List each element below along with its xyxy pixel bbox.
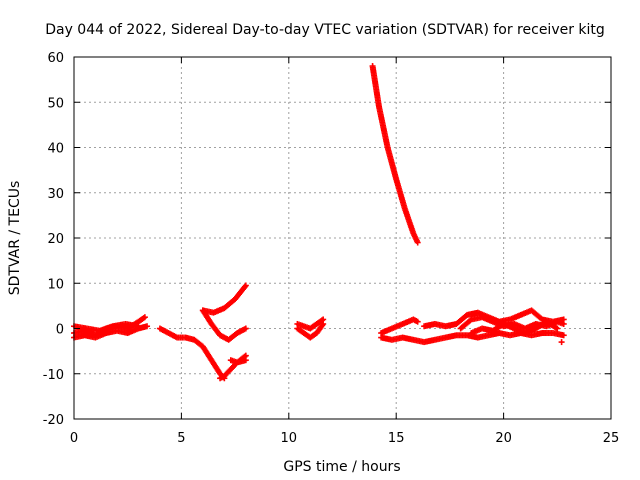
- data-point: [135, 323, 142, 330]
- data-point: [141, 314, 148, 321]
- y-tick-label: 0: [56, 323, 64, 338]
- data-point: [560, 320, 567, 327]
- x-tick-label: 20: [495, 431, 512, 446]
- y-tick-label: 30: [47, 187, 64, 202]
- y-tick-label: -20: [43, 413, 64, 428]
- y-tick-label: 60: [47, 51, 64, 66]
- y-tick-label: -10: [43, 368, 64, 383]
- data-point: [554, 325, 561, 332]
- data-point: [414, 318, 421, 325]
- x-tick-label: 25: [603, 431, 620, 446]
- chart-title: Day 044 of 2022, Sidereal Day-to-day VTE…: [45, 22, 605, 38]
- x-tick-label: 5: [177, 431, 185, 446]
- data-point: [144, 323, 151, 330]
- y-tick-label: 20: [47, 232, 64, 247]
- data-point: [560, 332, 567, 339]
- data-point: [414, 239, 421, 246]
- y-tick-label: 10: [47, 277, 64, 292]
- data-point: [242, 325, 249, 332]
- x-tick-label: 15: [388, 431, 405, 446]
- x-tick-label: 10: [281, 431, 298, 446]
- data-point: [242, 282, 249, 289]
- x-tick-label: 0: [70, 431, 78, 446]
- data-point: [558, 339, 565, 346]
- x-axis-label: GPS time / hours: [283, 459, 400, 475]
- axis-ticks: 0 5 10 15 20 25 -20 -10 0 10 20 30 40 50 60: [43, 51, 620, 446]
- data-markers: [71, 63, 567, 382]
- data-point: [242, 357, 249, 364]
- y-tick-label: 50: [47, 96, 64, 111]
- grid-lines: [74, 57, 611, 419]
- y-axis-label: SDTVAR / TECUs: [7, 181, 23, 296]
- y-tick-label: 40: [47, 142, 64, 157]
- data-point: [320, 316, 327, 323]
